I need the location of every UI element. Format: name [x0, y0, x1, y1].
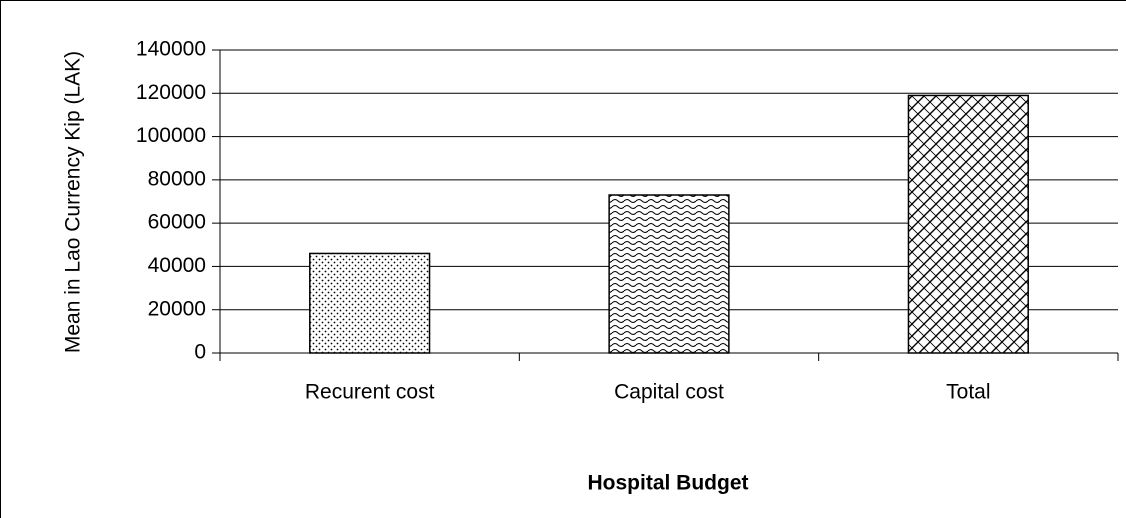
- y-tick-label: 40000: [148, 254, 206, 277]
- y-tick-label: 0: [194, 341, 206, 364]
- bar: [608, 194, 730, 354]
- y-tick-label: 140000: [136, 38, 206, 61]
- bar: [309, 252, 431, 354]
- y-tick-label: 60000: [148, 211, 206, 234]
- x-axis-label: Hospital Budget: [588, 472, 749, 495]
- x-tick-label: Capital cost: [614, 381, 724, 404]
- y-tick-label: 80000: [148, 167, 206, 190]
- bar: [907, 94, 1029, 354]
- y-tick-label: 100000: [136, 124, 206, 147]
- y-axis-label: Mean in Lao Currency Kip (LAK): [62, 51, 85, 353]
- y-tick-label: 20000: [148, 297, 206, 320]
- x-tick-label: Recurent cost: [305, 381, 435, 404]
- y-tick-label: 120000: [136, 81, 206, 104]
- x-tick-label: Total: [946, 381, 990, 404]
